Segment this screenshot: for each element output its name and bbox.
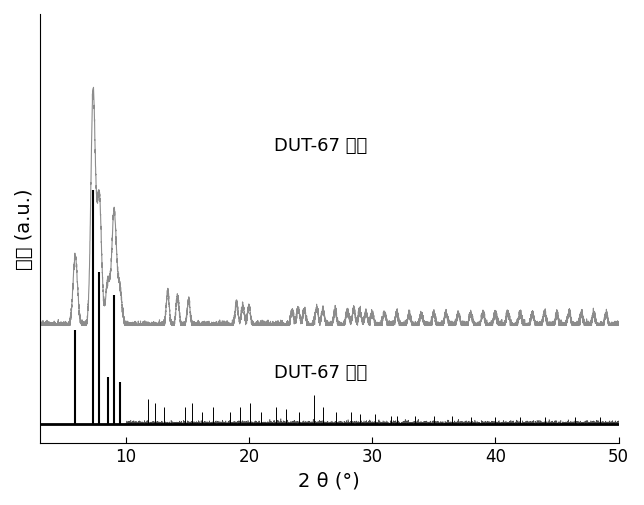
Text: DUT-67 模拟: DUT-67 模拟	[274, 363, 367, 381]
Y-axis label: 强度 (a.u.): 强度 (a.u.)	[15, 188, 34, 270]
X-axis label: 2 θ (°): 2 θ (°)	[298, 471, 360, 490]
Text: DUT-67 实验: DUT-67 实验	[274, 136, 367, 155]
